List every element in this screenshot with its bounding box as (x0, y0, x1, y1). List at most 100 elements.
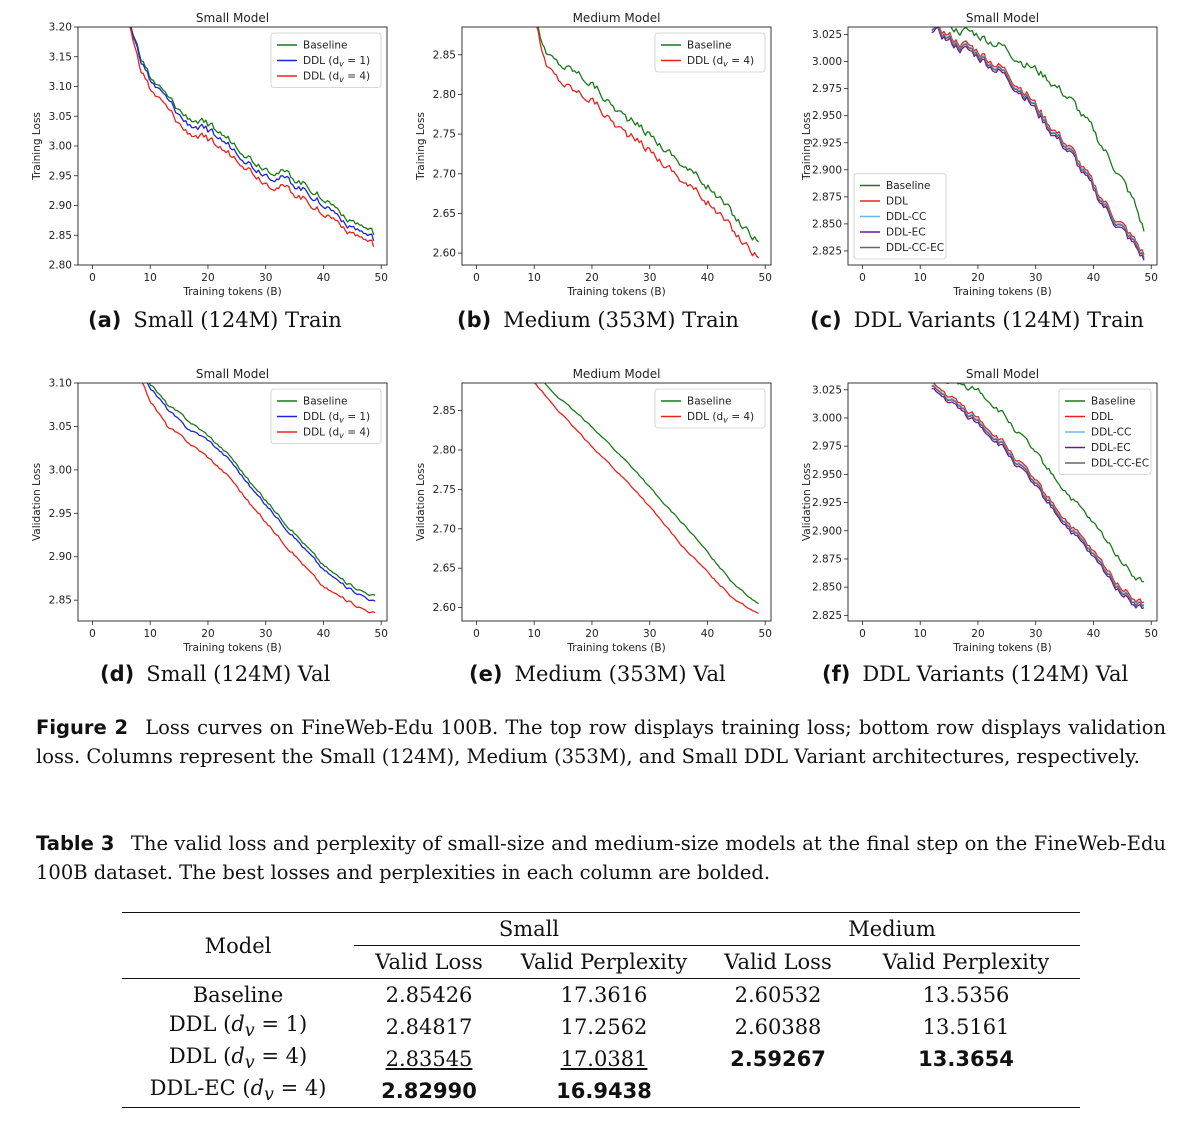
x-tick-label: 50 (1145, 272, 1158, 284)
y-tick-label: 3.05 (49, 111, 72, 123)
table-caption: Table 3 The valid loss and perplexity of… (36, 829, 1166, 887)
y-tick-label: 2.85 (433, 405, 456, 417)
series-line-baseline (148, 383, 376, 597)
cell-medium-ppl: 13.5161 (922, 1015, 1010, 1039)
y-tick-label: 2.85 (433, 49, 456, 61)
table-label: Table 3 (36, 832, 115, 855)
x-tick-label: 10 (528, 628, 541, 640)
legend-entry: Baseline (687, 396, 732, 408)
y-tick-label: 3.15 (49, 51, 72, 63)
series-line-ddl (931, 27, 1145, 256)
cell-small-ppl: 17.3616 (504, 978, 704, 1011)
x-tick-label: 10 (144, 628, 157, 640)
table-row: DDL (dv = 1) 2.84817 17.2562 2.60388 13.… (122, 1011, 1080, 1043)
x-tick-label: 10 (144, 272, 157, 284)
y-tick-label: 3.000 (812, 56, 842, 68)
plot-frame (461, 382, 772, 622)
header-medium-valid-perplexity: Valid Perplexity (882, 950, 1050, 974)
plot-frame (77, 382, 388, 622)
x-tick-label: 20 (971, 628, 984, 640)
series-line-baseline (537, 27, 760, 243)
series-line-ddlccec (931, 385, 1145, 607)
plot-frame (77, 26, 388, 266)
y-tick-label: 2.90 (49, 200, 72, 212)
legend: Baseline DDL (dv = 4) (654, 32, 766, 73)
y-axis-label: Validation Loss (31, 463, 43, 541)
y-tick-label: 2.70 (433, 168, 456, 180)
x-tick-label: 40 (1087, 628, 1100, 640)
cell-small-loss: 2.84817 (385, 1015, 473, 1039)
legend-box (270, 388, 382, 444)
x-tick-label: 20 (971, 272, 984, 284)
cell-medium-ppl: 13.3654 (918, 1047, 1014, 1071)
x-tick-label: 50 (375, 628, 388, 640)
y-tick-label: 2.950 (812, 469, 842, 481)
row-model: Baseline (122, 978, 354, 1011)
y-tick-label: 2.950 (812, 110, 842, 122)
series-line-baseline (543, 383, 759, 605)
y-tick-label: 2.80 (433, 444, 456, 456)
row-model: DDL (dv = 4) (168, 1044, 308, 1074)
y-tick-label: 2.95 (49, 170, 72, 182)
legend-entry: DDL-CC (1091, 427, 1131, 439)
legend-entry: DDL-EC (1091, 442, 1131, 454)
header-small-valid-loss: Valid Loss (375, 950, 483, 974)
chart-title: Small Model (196, 11, 269, 25)
x-axis-label: Training tokens (B) (182, 642, 281, 654)
x-tick-label: 40 (701, 272, 714, 284)
plot-frame (847, 26, 1158, 266)
y-tick-label: 2.900 (812, 164, 842, 176)
cell-medium-loss: 2.59267 (730, 1047, 826, 1071)
x-tick-label: 0 (89, 272, 96, 284)
y-tick-label: 2.60 (433, 248, 456, 260)
y-tick-label: 2.825 (812, 610, 842, 622)
y-tick-label: 2.60 (433, 602, 456, 614)
series-line-ddl1 (129, 27, 375, 241)
legend-entry: DDL (dv = 4) (303, 427, 370, 441)
chart-title: Small Model (966, 367, 1039, 381)
chart-ddl-variants-train: Small Model Training tokens (B) Training L… (800, 8, 1165, 308)
subcaption-c: (c) DDL Variants (124M) Train (810, 308, 1144, 332)
y-tick-label: 3.10 (49, 378, 72, 390)
legend-entry: Baseline (886, 180, 931, 192)
y-tick-label: 2.825 (812, 245, 842, 257)
x-tick-label: 40 (317, 272, 330, 284)
cell-medium-loss: 2.60388 (734, 1015, 822, 1039)
table-row: DDL (dv = 4) 2.83545 17.0381 2.59267 13.… (122, 1043, 1080, 1075)
y-tick-label: 2.90 (49, 551, 72, 563)
cell-medium-ppl: 13.5356 (852, 978, 1080, 1011)
results-table: Model Small Medium Valid Loss Valid Perp… (122, 912, 1080, 1108)
y-tick-label: 2.850 (812, 582, 842, 594)
legend: Baseline DDL DDL-CC DDL-EC DDL-CC-EC (1058, 388, 1152, 475)
legend: Baseline DDL (dv = 1) DDL (dv = 4) (270, 32, 382, 88)
figure-caption-text: Loss curves on FineWeb-Edu 100B. The top… (36, 716, 1167, 768)
legend-box (654, 388, 766, 429)
y-tick-label: 3.00 (49, 464, 72, 476)
subcaption-f: (f) DDL Variants (124M) Val (822, 662, 1129, 686)
x-tick-label: 40 (1087, 272, 1100, 284)
x-tick-label: 30 (259, 272, 272, 284)
figure-label: Figure 2 (36, 716, 129, 739)
legend: Baseline DDL (dv = 1) DDL (dv = 4) (270, 388, 382, 444)
cell-small-loss: 2.85426 (354, 978, 504, 1011)
series-line-ddlec (931, 387, 1145, 610)
legend-entry: DDL-CC-EC (886, 242, 944, 254)
header-medium: Medium (704, 912, 1080, 946)
x-tick-label: 0 (473, 272, 480, 284)
y-tick-label: 3.05 (49, 421, 72, 433)
y-tick-label: 2.85 (49, 230, 72, 242)
y-axis-label: Validation Loss (801, 463, 813, 541)
subcaption-b: (b) Medium (353M) Train (457, 308, 739, 332)
cell-small-ppl: 16.9438 (504, 1075, 704, 1108)
x-tick-label: 50 (375, 272, 388, 284)
y-tick-label: 3.10 (49, 81, 72, 93)
x-tick-label: 10 (914, 628, 927, 640)
cell-small-ppl: 17.0381 (560, 1047, 648, 1071)
y-axis-label: Training Loss (415, 112, 427, 181)
chart-title: Small Model (196, 367, 269, 381)
cell-small-ppl: 17.2562 (560, 1015, 648, 1039)
table-row: Baseline 2.85426 17.3616 2.60532 13.5356 (122, 978, 1080, 1011)
x-tick-label: 20 (201, 272, 214, 284)
legend-entry: DDL-CC-EC (1091, 458, 1149, 470)
y-tick-label: 2.875 (812, 553, 842, 565)
